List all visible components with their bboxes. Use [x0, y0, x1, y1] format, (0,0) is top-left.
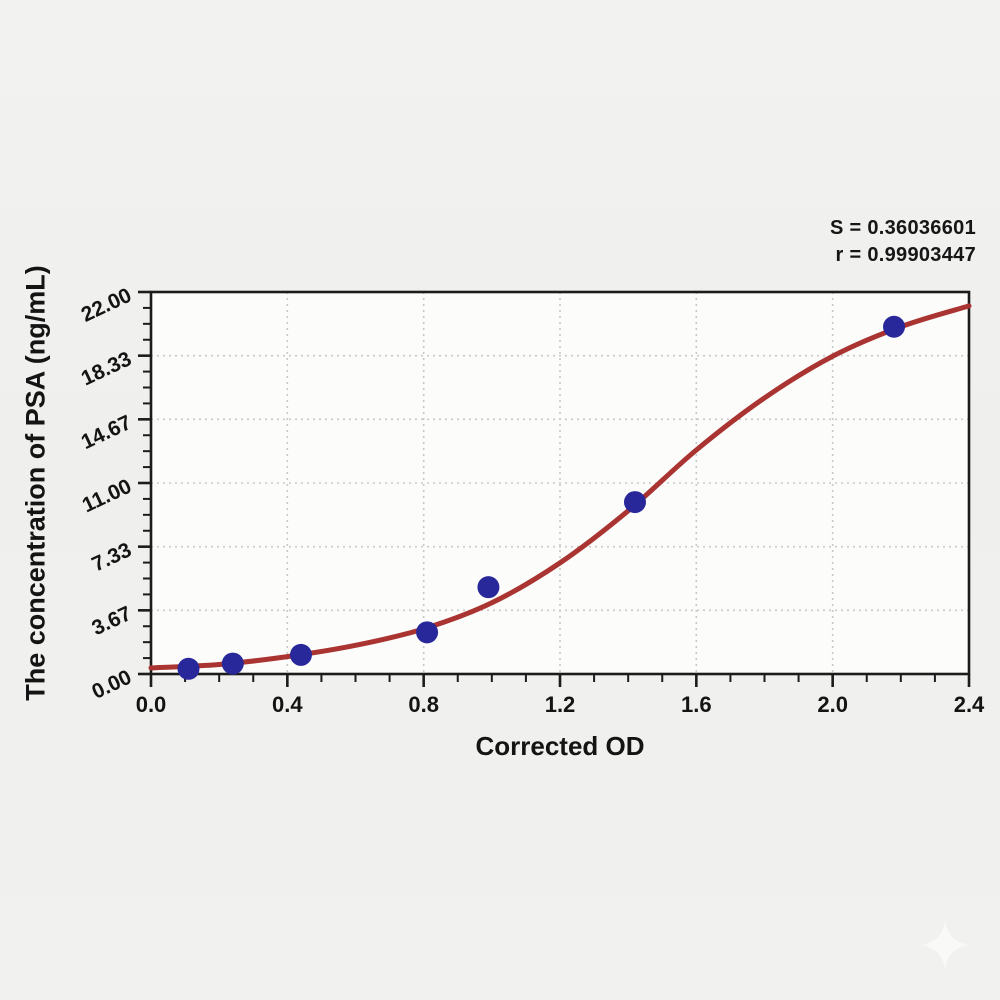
- fitted-curve: [148, 303, 972, 671]
- data-point: [623, 491, 646, 514]
- data-point: [416, 621, 439, 644]
- x-tick-label: 0.0: [136, 692, 167, 717]
- y-tick-label: 0.00: [88, 666, 135, 704]
- fit-s-value: S = 0.36036601: [830, 217, 976, 239]
- plot-frame: [149, 290, 971, 676]
- data-point: [221, 652, 244, 675]
- x-tick-label: 1.2: [545, 692, 576, 717]
- data-point: [177, 657, 200, 680]
- x-tick-label: 2.0: [817, 692, 848, 717]
- fit-r-value: r = 0.99903447: [835, 244, 976, 266]
- y-tick-label: 14.67: [78, 411, 135, 454]
- x-tick-label: 0.4: [272, 692, 303, 717]
- x-tick-label: 0.8: [408, 692, 439, 717]
- y-tick-label: 3.67: [88, 602, 135, 640]
- y-tick-label: 18.33: [78, 347, 135, 390]
- y-tick-label: 7.33: [88, 538, 135, 576]
- data-point: [477, 576, 500, 599]
- sparkle-watermark-icon: [918, 918, 972, 972]
- data-point: [883, 315, 906, 338]
- fit-statistics: S = 0.36036601 r = 0.99903447: [830, 215, 976, 269]
- y-tick-label: 11.00: [79, 475, 135, 518]
- x-tick-label: 2.4: [954, 692, 985, 717]
- data-point: [289, 643, 312, 666]
- y-tick-label: 22.00: [78, 284, 135, 327]
- x-axis-title: Corrected OD: [475, 731, 645, 761]
- x-tick-label: 1.6: [681, 692, 712, 717]
